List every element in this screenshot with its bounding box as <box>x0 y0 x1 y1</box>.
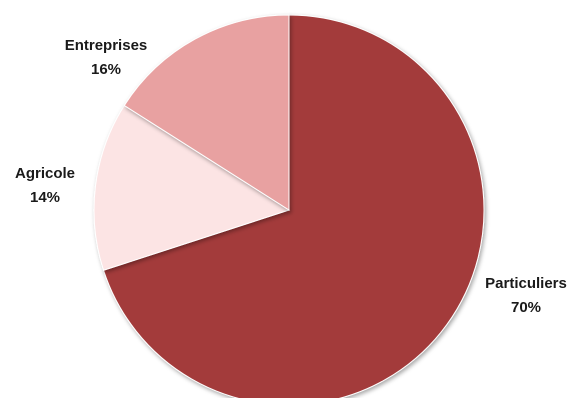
slice-label-particuliers: Particuliers <box>485 275 567 292</box>
slice-value-particuliers: 70% <box>511 299 541 316</box>
slice-value-agricole: 14% <box>30 189 60 206</box>
slice-value-entreprises: 16% <box>91 61 121 78</box>
pie-slice-entreprises <box>123 14 290 211</box>
pie-labels: Particuliers 70% Agricole 14% Entreprises 16% <box>15 37 567 316</box>
pie-slice-agricole <box>93 104 291 271</box>
slice-label-entreprises: Entreprises <box>65 37 148 54</box>
pie-slices <box>93 14 485 398</box>
pie-slice-particuliers <box>102 14 485 398</box>
slice-label-agricole: Agricole <box>15 165 75 182</box>
